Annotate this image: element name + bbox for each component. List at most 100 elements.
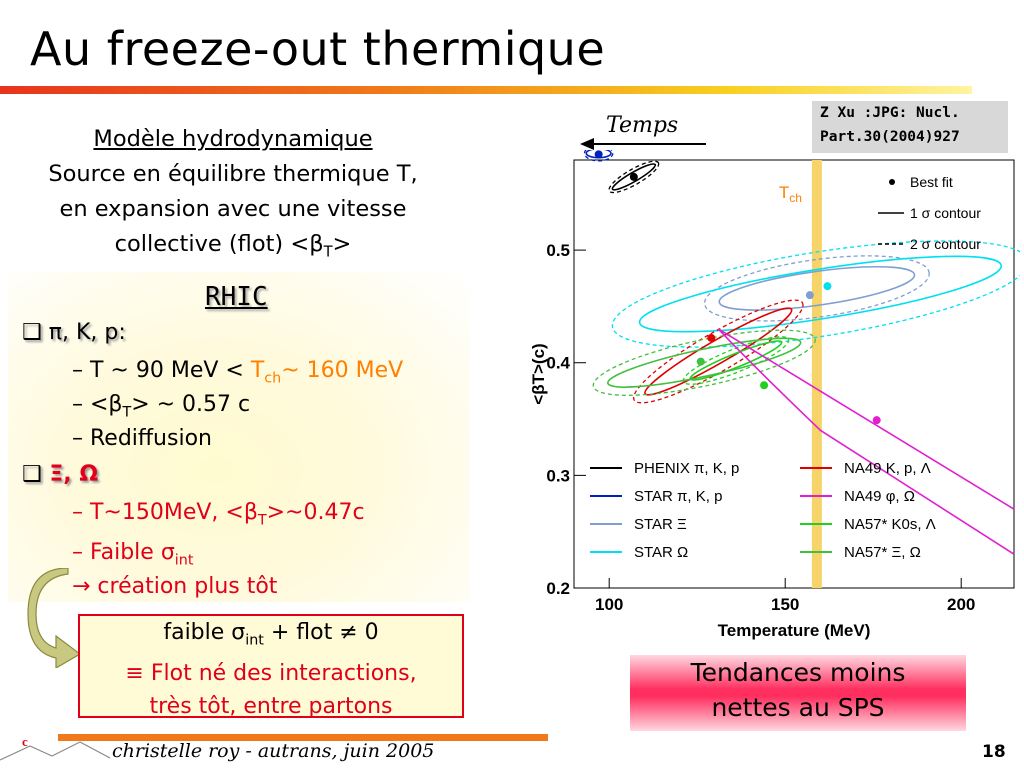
legend-best-fit: Best fit bbox=[910, 174, 953, 190]
best-fit-point bbox=[696, 357, 705, 366]
rhic-beta-sub: T bbox=[122, 404, 132, 421]
rhic-line-faible: – Faible σint bbox=[72, 540, 193, 568]
legend-series-label: STAR Ξ bbox=[634, 516, 687, 533]
rhic-line-rediffusion: – Rediffusion bbox=[72, 426, 212, 451]
rhic-line-temperature: – T ~ 90 MeV < Tch~ 160 MeV bbox=[72, 358, 403, 386]
footer-bar bbox=[58, 734, 548, 741]
rhic-beta-value: > ~ 0.57 c bbox=[131, 392, 251, 417]
temperature-flow-chart: Tch 100 150 200 0.2 0.3 0.4 0.5 Best fit 1 σ c… bbox=[529, 150, 1020, 640]
conclusion-box: faible σint + flot ≠ 0 ≡ Flot né des int… bbox=[78, 614, 464, 719]
tendances-line-2: nettes au SPS bbox=[711, 693, 885, 722]
best-fit-point bbox=[823, 282, 832, 291]
legend-1sigma: 1 σ contour bbox=[910, 205, 981, 221]
bullet-xi-omega-label: Ξ, Ω bbox=[49, 462, 99, 487]
conclusion-line-3: très tôt, entre partons bbox=[149, 694, 393, 720]
legend-series-label: STAR Ω bbox=[634, 544, 688, 561]
reference-box: Z Xu :JPG: Nucl. Part.30(2004)927 bbox=[812, 101, 1008, 153]
hydro-line-3-text: collective (flot) <β bbox=[114, 231, 324, 257]
best-fit-point bbox=[594, 150, 603, 159]
xi-beta-value: >~0.47c bbox=[266, 500, 365, 525]
series-legend: PHENIX π, K, p STAR π, K, p STAR Ξ STAR Ω NA… bbox=[590, 460, 936, 561]
contours-layer bbox=[583, 150, 1020, 555]
contour-2sigma bbox=[703, 255, 930, 322]
legend-series-label: NA49 K, p, Λ bbox=[844, 460, 931, 477]
tch-inline-t: T bbox=[250, 358, 265, 383]
conclusion-flot: + flot ≠ 0 bbox=[263, 620, 379, 645]
footer-decoration: c bbox=[0, 734, 548, 761]
contour-1sigma bbox=[606, 337, 802, 388]
y-tick-label: 0.3 bbox=[546, 466, 570, 485]
rhic-line-beta: – <βT> ~ 0.57 c bbox=[72, 392, 250, 420]
footer-author: christelle roy - autrans, juin 2005 bbox=[112, 740, 435, 762]
checkbox-bullet-icon: ❑ bbox=[22, 320, 42, 345]
faible-sub: int bbox=[174, 552, 194, 569]
hydro-line-3-end: > bbox=[332, 231, 352, 257]
tch-band bbox=[811, 160, 822, 588]
symbol-legend: Best fit 1 σ contour 2 σ contour bbox=[878, 174, 981, 252]
contour-1sigma bbox=[611, 163, 657, 191]
best-fit-point bbox=[872, 416, 881, 425]
tch-inline-sub: ch bbox=[264, 370, 282, 387]
reference-line-2: Part.30(2004)927 bbox=[820, 129, 960, 145]
best-fit-point bbox=[760, 381, 769, 390]
xi-beta-sub: T bbox=[257, 512, 267, 529]
contour-1sigma bbox=[644, 307, 793, 396]
rhic-heading: RHIC bbox=[205, 282, 268, 312]
bullet-xi-omega: ❑ Ξ, Ω bbox=[22, 462, 98, 487]
best-fit-points bbox=[594, 150, 881, 425]
legend-dot-icon bbox=[889, 179, 895, 185]
tch-inline-value: ~ 160 MeV bbox=[281, 358, 404, 383]
time-arrow-icon bbox=[580, 138, 706, 150]
checkbox-bullet-icon: ❑ bbox=[22, 462, 42, 487]
contour-1sigma bbox=[718, 265, 916, 311]
legend-2sigma: 2 σ contour bbox=[910, 236, 981, 252]
x-tick-label: 200 bbox=[947, 595, 975, 614]
xi-temp-text: – T~150MeV, <β bbox=[72, 500, 258, 525]
conclusion-line-1: faible σint + flot ≠ 0 bbox=[80, 616, 462, 657]
page-number: 18 bbox=[982, 742, 1006, 762]
y-tick-label: 0.4 bbox=[546, 354, 570, 373]
x-tick-label: 100 bbox=[595, 595, 623, 614]
temps-label: Temps bbox=[606, 113, 679, 138]
chart-frame bbox=[573, 159, 1015, 589]
best-fit-point bbox=[707, 333, 716, 342]
contour-2sigma bbox=[632, 299, 804, 404]
conclusion-sigma: faible σ bbox=[163, 620, 246, 645]
contour-2sigma bbox=[583, 150, 614, 162]
reference-line-1: Z Xu :JPG: Nucl. bbox=[820, 105, 960, 121]
logo-c-icon: c bbox=[22, 734, 28, 749]
curved-arrow-icon bbox=[27, 568, 82, 668]
contour-2sigma bbox=[682, 336, 790, 385]
tendances-banner: Tendances moins nettes au SPS bbox=[630, 655, 966, 731]
hydro-line-3: collective (flot) <βT> bbox=[8, 227, 458, 270]
contour-2sigma bbox=[592, 329, 816, 396]
tch-inline: Tch~ 160 MeV bbox=[250, 358, 404, 387]
y-axis-label: <βT>(c) bbox=[529, 343, 548, 404]
best-fit-point bbox=[629, 172, 638, 181]
hydro-heading: Modèle hydrodynamique bbox=[93, 126, 373, 152]
axis-ticks: 100 150 200 0.2 0.3 0.4 0.5 bbox=[546, 241, 975, 614]
y-tick-label: 0.5 bbox=[546, 241, 570, 260]
legend-series-label: NA57* K0s, Λ bbox=[844, 516, 936, 533]
contour-na49-phi-omega bbox=[717, 328, 1015, 555]
conclusion-line-2: ≡ Flot né des interactions, bbox=[125, 661, 417, 687]
conclusion-sigma-sub: int bbox=[245, 632, 264, 649]
legend-series-label: NA49 φ, Ω bbox=[844, 488, 915, 505]
legend-series-label: PHENIX π, K, p bbox=[634, 460, 739, 477]
hydro-line-1: Source en équilibre thermique T, bbox=[48, 161, 418, 187]
bullet-pi-k-p-label: π, K, p: bbox=[48, 320, 126, 345]
tendances-line-1: Tendances moins bbox=[690, 658, 906, 687]
tch-label: Tch bbox=[779, 183, 802, 205]
contour-1sigma bbox=[638, 255, 1003, 333]
legend-series-label: NA57* Ξ, Ω bbox=[844, 544, 921, 561]
rhic-temp-text: – T ~ 90 MeV < bbox=[72, 358, 251, 383]
page-title: Au freeze-out thermique bbox=[30, 22, 606, 76]
contour-2sigma bbox=[611, 240, 1020, 348]
hydro-model-text: Modèle hydrodynamique Source en équilibr… bbox=[8, 122, 458, 270]
best-fit-point bbox=[805, 291, 814, 300]
title-underline-bar bbox=[0, 86, 972, 94]
hydro-line-3-sub: T bbox=[323, 243, 333, 261]
x-tick-label: 150 bbox=[771, 595, 799, 614]
hydro-line-2: en expansion avec une vitesse bbox=[59, 196, 407, 222]
mountain-logo-icon bbox=[0, 741, 111, 761]
